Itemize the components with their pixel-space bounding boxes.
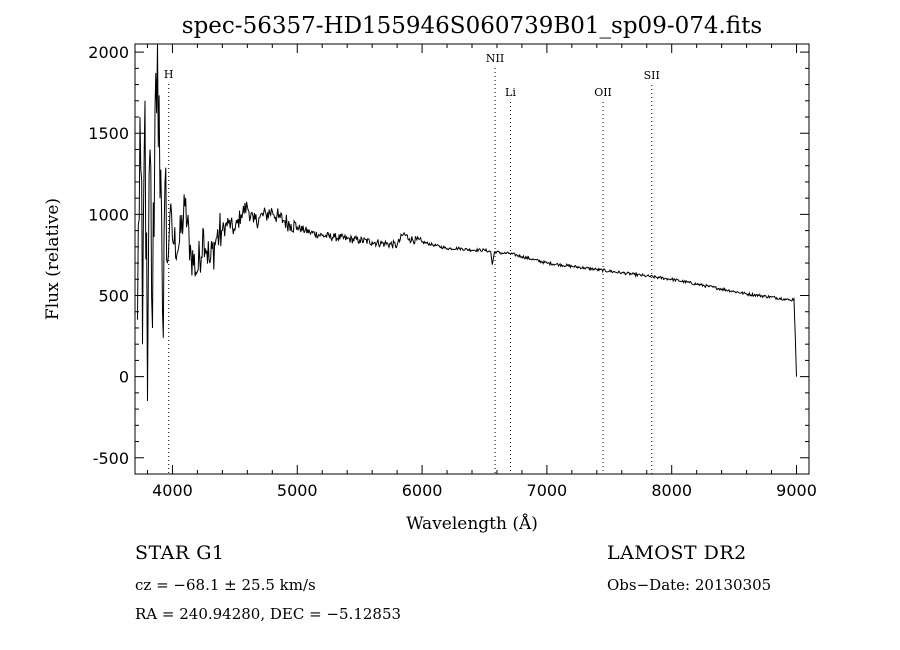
y-tick-label: 1000	[88, 205, 129, 224]
x-axis: 4000 5000 6000 7000 8000 9000	[146, 44, 817, 500]
chart-title: spec-56357-HD155946S060739B01_sp09-074.f…	[182, 13, 762, 39]
spectral-line-label: H	[164, 68, 174, 81]
y-tick-label: 2000	[88, 43, 129, 62]
x-tick-label: 6000	[402, 481, 443, 500]
y-tick-label: -500	[93, 449, 129, 468]
x-axis-label: Wavelength (Å)	[406, 513, 538, 534]
redshift-velocity: cz = −68.1 ± 25.5 km/s	[135, 576, 316, 594]
y-axis-label: Flux (relative)	[43, 198, 63, 320]
spectral-line-label: NII	[486, 52, 504, 65]
spectral-line-label: Li	[505, 86, 516, 99]
y-tick-label: 500	[98, 287, 129, 306]
y-axis: -500 0 500 1000 1500 2000	[88, 43, 809, 475]
x-tick-label: 4000	[152, 481, 193, 500]
x-tick-label: 9000	[776, 481, 817, 500]
spectral-line-label: SII	[644, 69, 660, 82]
coordinates: RA = 240.94280, DEC = −5.12853	[135, 605, 402, 623]
x-tick-label: 8000	[651, 481, 692, 500]
plot-frame	[134, 43, 810, 475]
survey-name: LAMOST DR2	[607, 542, 747, 564]
y-tick-label: 1500	[88, 124, 129, 143]
spectral-line-markers: H NII Li OII SII	[164, 52, 660, 474]
observation-date: Obs−Date: 20130305	[607, 576, 772, 594]
object-class: STAR G1	[135, 542, 225, 564]
spectral-line-label: OII	[594, 86, 612, 99]
spectrum-line	[137, 43, 797, 402]
x-tick-label: 5000	[277, 481, 318, 500]
y-tick-label: 0	[119, 368, 129, 387]
x-tick-label: 7000	[527, 481, 568, 500]
